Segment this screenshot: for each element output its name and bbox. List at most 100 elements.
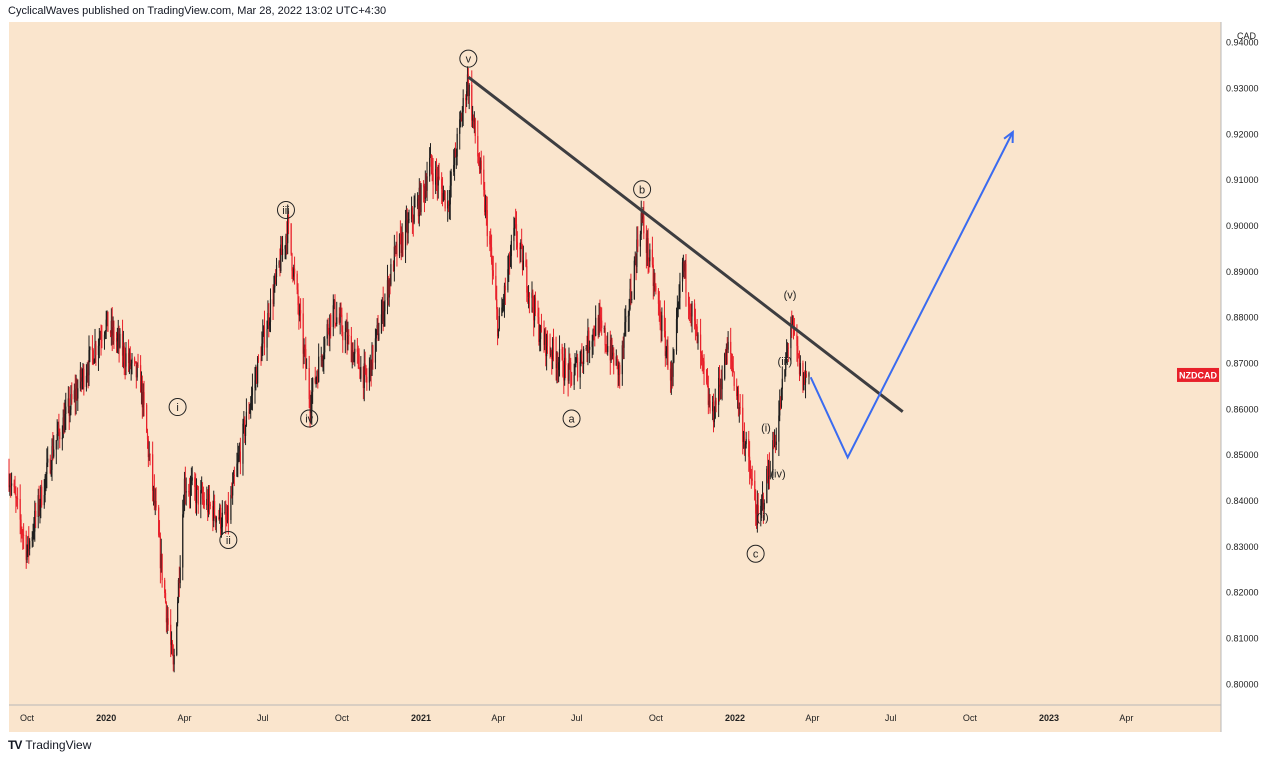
candle-body [395,243,397,247]
candle-body [392,264,395,271]
candle-body [665,351,667,356]
candle-body [709,400,711,412]
candle-body [437,176,439,186]
price-tick-label: 0.92000 [1226,129,1259,139]
candle-body [595,317,597,336]
candle-body [435,169,437,185]
candle-body [461,111,463,122]
candle-body [304,347,306,350]
candle-body [15,493,17,499]
candle-body [501,307,503,316]
candle-body [250,403,252,409]
candle-body [609,346,611,361]
candle-body [336,317,338,325]
candle-body [550,354,552,355]
price-chart[interactable]: 0.80000 0.81000 0.82000 0.83000 0.84000 0.850… [0,22,1280,732]
candle-body [563,376,565,381]
candle-body [153,487,155,504]
candle-body [231,494,233,496]
candle-body [146,404,148,433]
candle-body [37,495,39,517]
candle-body [109,331,112,334]
candle-body [781,378,783,389]
candle-body [250,395,253,404]
candle-body [673,351,675,362]
candle-body [657,290,660,304]
candle-body [669,368,672,381]
candle-body [10,485,12,486]
candle-body [769,475,771,477]
candle-body [327,324,329,332]
candle-body [390,264,392,285]
candle-body [701,355,703,359]
candle-body [275,265,278,278]
candle-body [364,363,366,366]
candle-body [238,454,240,459]
candle-body [612,352,614,356]
candle-body [26,551,28,560]
candle-body [739,407,741,408]
candle-body [489,236,491,245]
candle-body [87,372,89,376]
candle-body [310,410,312,413]
candle-body [642,216,644,219]
candle-body [779,403,782,407]
candle-body [249,408,251,413]
candle-body [449,185,451,205]
candle-body [206,498,208,506]
candle-body [279,261,281,271]
candle-body [504,285,506,291]
candle-body [70,394,72,410]
candle-body [419,187,421,212]
candle-body [713,417,715,423]
candle-body [41,486,43,506]
candle-body [804,374,807,383]
candle-body [213,501,216,517]
candle-body [576,357,579,378]
candle-body [447,201,450,206]
candle-body [527,292,529,297]
candle-body [358,354,360,369]
candle-body [462,97,464,112]
candle-body [406,219,408,234]
candle-body [498,315,500,329]
candle-body [121,333,124,356]
candle-body [399,233,401,235]
candle-body [712,402,715,423]
candle-body [712,402,714,412]
candle-body [106,311,108,320]
candle-body [93,359,95,364]
candle-body [263,326,265,335]
candle-body [176,623,178,655]
candle-body [333,300,335,306]
candle-body [49,458,51,474]
candle-body [220,507,222,529]
candle-body [298,305,300,316]
chart-panel[interactable]: 0.80000 0.81000 0.82000 0.83000 0.84000 0.850… [0,22,1280,732]
candle-body [732,368,734,373]
footer-brand[interactable]: TV TradingView [8,738,91,752]
candle-body [226,505,229,522]
wave-label: a [568,414,575,426]
candle-body [648,260,650,262]
candles-group [8,66,810,673]
candle-body [177,580,180,603]
candle-body [200,490,202,505]
candle-body [346,328,348,344]
symbol-price-badge [1177,367,1219,382]
candle-body [730,341,732,354]
candle-body [808,372,810,377]
candle-body [564,357,567,366]
candle-body [278,261,280,266]
candle-body [787,347,789,349]
candle-body [521,246,524,270]
candle-body [679,281,681,299]
candle-body [431,166,433,174]
candle-body [640,213,642,235]
candle-body [387,280,389,298]
candle-body [405,219,408,221]
candle-body [659,309,661,326]
candle-body [755,513,758,525]
candle-body [38,495,40,511]
candle-body [436,177,438,186]
